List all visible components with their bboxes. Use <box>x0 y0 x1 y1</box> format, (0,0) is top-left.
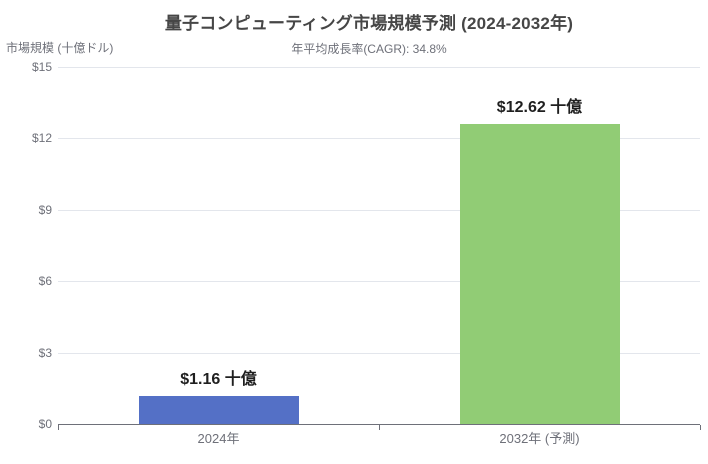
gridline <box>58 352 700 354</box>
y-tick-label: $6 <box>38 274 52 289</box>
y-tick-label: $15 <box>31 60 52 74</box>
gridline <box>58 138 700 140</box>
y-tick-label: $12 <box>31 131 52 146</box>
y-axis-title: 市場規模 (十億ドル) <box>6 41 114 55</box>
y-tick-label: $9 <box>38 202 52 217</box>
bar-value-label: $1.16 十億 <box>180 371 257 389</box>
gridline <box>58 67 700 68</box>
bar-2032 <box>459 123 620 424</box>
bar-value-label: $12.62 十億 <box>496 98 583 116</box>
x-axis-tick <box>700 425 701 430</box>
chart-title: 量子コンピューティング市場規模予測 (2024-2032年) <box>164 14 574 33</box>
chart-subtitle: 年平均成長率(CAGR): 34.8% <box>291 42 447 56</box>
y-tick-label: $0 <box>38 417 52 431</box>
gridline <box>58 209 700 211</box>
x-axis-line <box>58 424 700 425</box>
y-tick-label: $3 <box>38 345 52 360</box>
x-category-label: 2032年 (予測) <box>499 431 580 446</box>
x-axis-tick <box>58 425 59 430</box>
gridline <box>58 281 700 283</box>
x-category-label: 2024年 <box>197 431 240 446</box>
x-axis-tick <box>379 425 380 430</box>
bar-2024 <box>138 396 299 424</box>
